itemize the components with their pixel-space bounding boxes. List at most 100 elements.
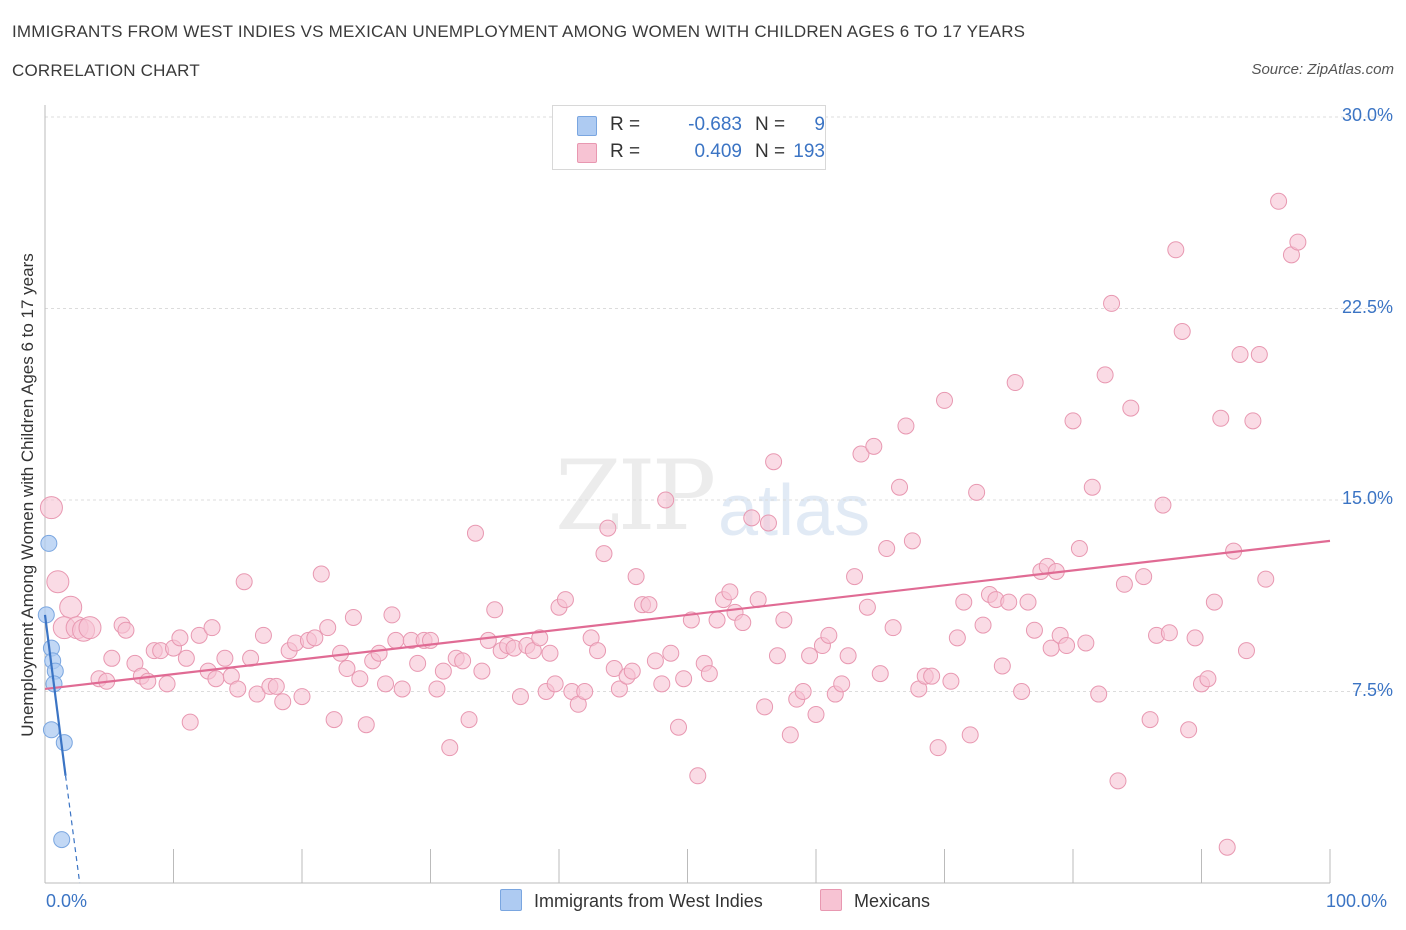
mexicans-point — [653, 675, 671, 693]
mexicans-point — [807, 705, 825, 723]
mexicans-point — [1083, 478, 1101, 496]
mexicans-point — [610, 680, 628, 698]
mexicans-point — [858, 598, 876, 616]
x-tick-min: 0.0% — [46, 891, 88, 911]
mexicans-point — [1096, 366, 1114, 384]
mexicans-point — [627, 568, 645, 586]
y-tick-label: 15.0% — [1341, 488, 1393, 508]
mexicans-point — [383, 606, 401, 624]
mexicans-point — [1250, 345, 1268, 363]
mexicans-point — [891, 478, 909, 496]
source-label: Source: ZipAtlas.com — [1251, 61, 1394, 78]
legend-r-label: R = — [610, 141, 641, 162]
mexicans-point — [1090, 685, 1108, 703]
mexicans-point — [293, 688, 311, 706]
mexicans-point — [1237, 642, 1255, 660]
mexicans-point — [103, 649, 121, 667]
mexicans-point — [1000, 593, 1018, 611]
mexicans-point — [1103, 294, 1121, 312]
trend-lines — [43, 539, 1331, 884]
y-axis-label: Unemployment Among Women with Children A… — [18, 253, 37, 737]
y-tick-label: 22.5% — [1341, 296, 1393, 317]
mexicans-point — [903, 532, 921, 550]
mexicans-point — [428, 680, 446, 698]
mexicans-point — [768, 647, 786, 665]
mexicans-point — [1167, 241, 1185, 259]
legend-swatch-mexicans — [577, 143, 597, 163]
mexicans-point — [254, 626, 272, 644]
mexicans-point — [556, 591, 574, 609]
mexicans-point — [1154, 496, 1172, 514]
mexicans-point — [599, 519, 617, 537]
mexicans-point — [117, 621, 135, 639]
chart-title: IMMIGRANTS FROM WEST INDIES VS MEXICAN U… — [12, 22, 1026, 41]
mexicans-point — [929, 739, 947, 757]
mexicans-point — [605, 660, 623, 678]
stats-legend: R = -0.683 N = 9 R = 0.409 N = 193 — [552, 105, 826, 170]
mexicans-point — [948, 629, 966, 647]
mexicans-point — [1218, 838, 1236, 856]
mexicans-point — [1180, 721, 1198, 739]
watermark-zip: ZIP — [555, 440, 716, 552]
mexicans-point — [968, 483, 986, 501]
legend-r-label: R = — [610, 114, 641, 135]
legend-n-value: 9 — [814, 114, 825, 135]
mexicans-point — [1115, 575, 1133, 593]
mexicans-point — [1186, 629, 1204, 647]
bottom-legend-label-west-indies: Immigrants from West Indies — [534, 891, 763, 911]
bottom-legend-west-indies: Immigrants from West Indies — [500, 889, 763, 912]
mexicans-point — [839, 647, 857, 665]
mexicans-point — [387, 631, 405, 649]
x-tick-max: 100.0% — [1326, 891, 1388, 911]
mexicans-point — [409, 654, 427, 672]
mexicans-point — [531, 629, 549, 647]
axes — [44, 105, 1331, 884]
mexicans-point — [846, 568, 864, 586]
mexicans-point — [708, 611, 726, 629]
mexicans-point — [39, 496, 63, 520]
mexicans-point — [46, 570, 70, 594]
mexicans-point — [460, 711, 478, 729]
mexicans-point — [1025, 621, 1043, 639]
mexicans-point — [235, 573, 253, 591]
legend-n-label: N = — [755, 141, 786, 162]
mexicans-point — [852, 445, 870, 463]
mexicans-point — [833, 675, 851, 693]
mexicans-point — [203, 619, 221, 637]
mexicans-point — [59, 595, 83, 619]
mexicans-point — [546, 675, 564, 693]
mexicans-point — [267, 677, 285, 695]
mexicans-point — [1160, 624, 1178, 642]
mexicans-point — [344, 608, 362, 626]
west-indies-point — [40, 534, 58, 552]
mexicans-point — [158, 675, 176, 693]
mexicans-point — [1199, 670, 1217, 688]
mexicans-point — [820, 626, 838, 644]
mexicans-point — [78, 616, 102, 640]
mexicans-point — [955, 593, 973, 611]
mexicans-point — [1019, 593, 1037, 611]
mexicans-point — [759, 514, 777, 532]
mexicans-trend-line — [44, 539, 1331, 691]
mexicans-point — [1058, 637, 1076, 655]
legend-r-value: -0.683 — [688, 114, 742, 135]
mexicans-point — [306, 629, 324, 647]
mexicans-point — [878, 540, 896, 558]
mexicans-point — [781, 726, 799, 744]
mexicans-point — [357, 716, 375, 734]
mexicans-point — [721, 583, 739, 601]
mexicans-point — [229, 680, 247, 698]
legend-swatch-west-indies — [577, 116, 597, 136]
mexicans-point — [1212, 409, 1230, 427]
mexicans-point — [794, 683, 812, 700]
legend-r-value: 0.409 — [694, 141, 742, 162]
west-indies-trend-extension — [64, 775, 81, 884]
mexicans-point — [393, 680, 411, 698]
mexicans-point — [434, 662, 452, 680]
mexicans-point — [756, 698, 774, 716]
mexicans-point — [897, 417, 915, 435]
mexicans-point — [541, 644, 559, 662]
mexicans-point — [1135, 568, 1153, 586]
mexicans-point — [775, 611, 793, 629]
